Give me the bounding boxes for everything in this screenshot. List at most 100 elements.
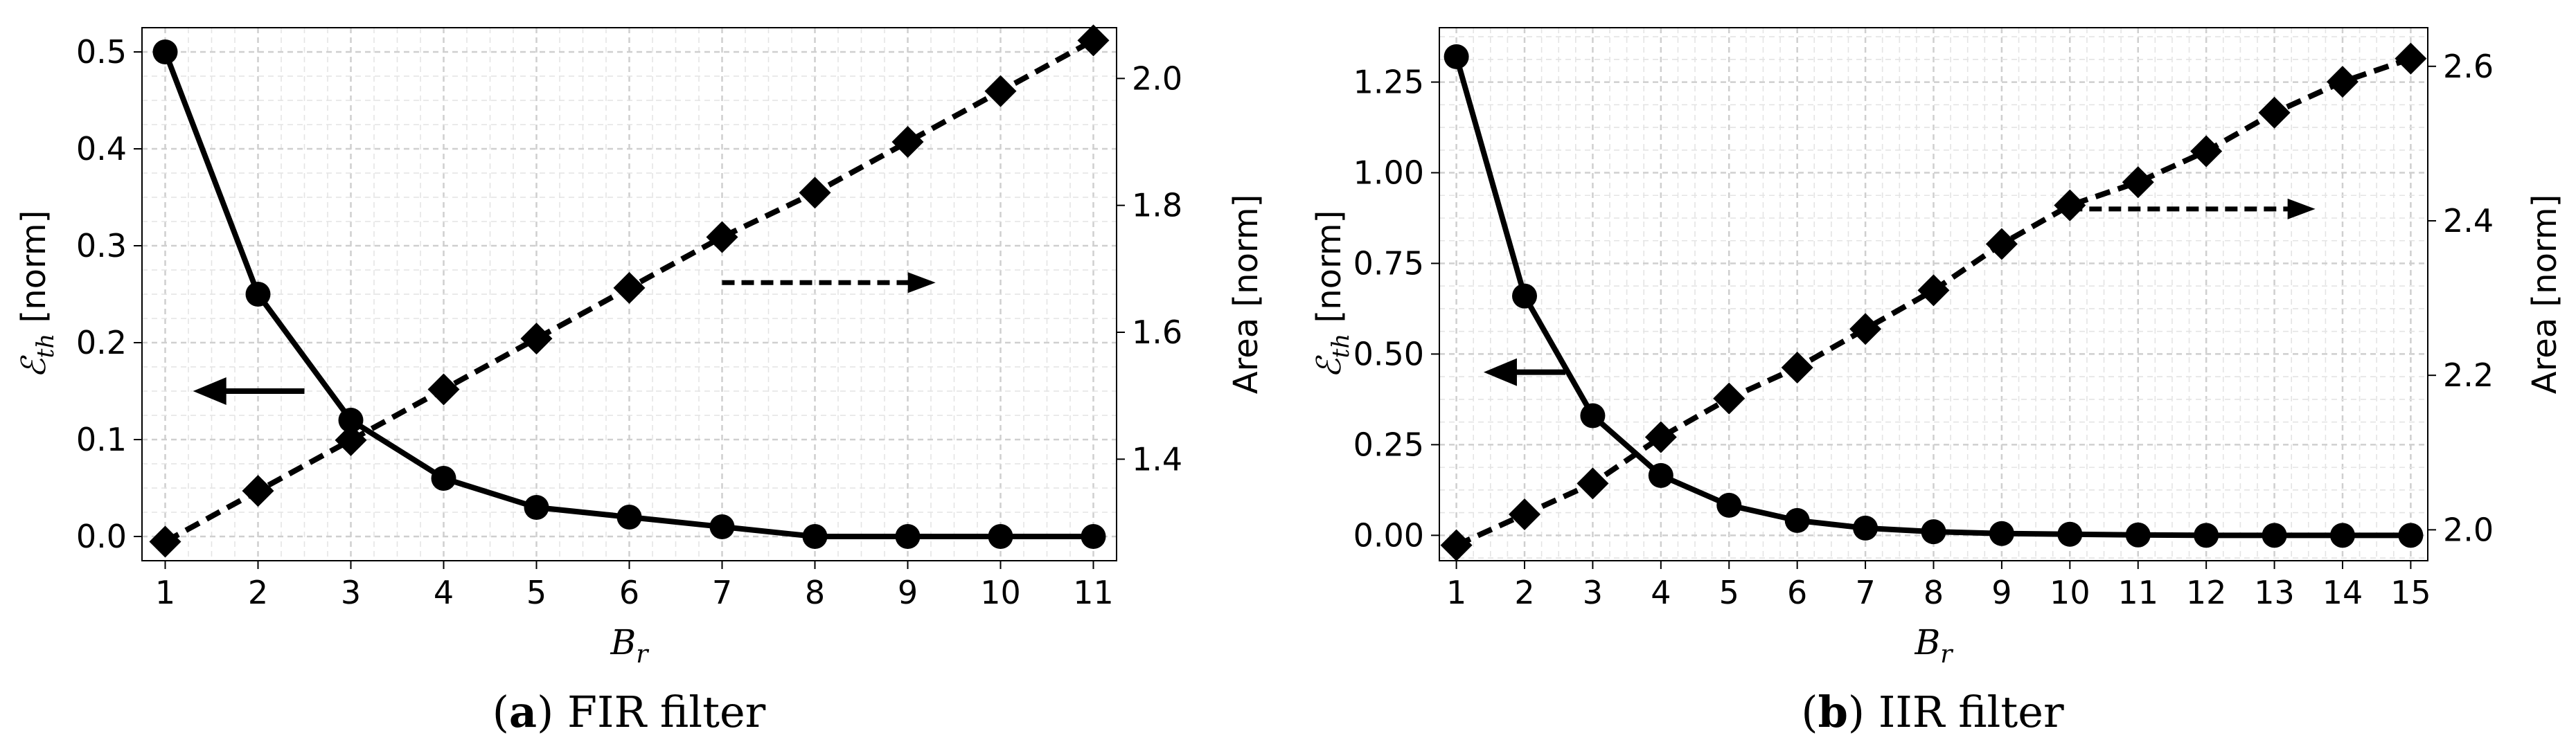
data-point-circle bbox=[152, 39, 178, 64]
x-axis-label: Br bbox=[1915, 622, 1954, 669]
data-point-diamond bbox=[335, 424, 367, 456]
data-point-circle bbox=[1444, 44, 1469, 69]
x-tick-label: 13 bbox=[2254, 574, 2295, 611]
x-tick-label: 2 bbox=[1514, 574, 1534, 611]
data-point-circle bbox=[1512, 283, 1538, 309]
data-point-diamond bbox=[1985, 228, 2018, 260]
y-tick-label: 0.5 bbox=[76, 33, 127, 71]
data-point-circle bbox=[1648, 462, 1673, 488]
figure-caption: (a) FIR filter bbox=[492, 687, 766, 737]
data-point-diamond bbox=[1644, 421, 1677, 453]
data-point-circle bbox=[1989, 521, 2014, 546]
figure-caption: (b) IIR filter bbox=[1801, 687, 2064, 737]
data-point-diamond bbox=[1440, 529, 1473, 561]
data-point-circle bbox=[338, 408, 364, 433]
x-tick-label: 8 bbox=[1924, 574, 1944, 611]
y-tick-label: 0.25 bbox=[1353, 426, 1424, 463]
x-tick-label: 4 bbox=[434, 574, 454, 611]
data-point-diamond bbox=[149, 525, 181, 558]
data-point-diamond bbox=[984, 75, 1017, 107]
x-tick-label: 7 bbox=[712, 574, 732, 611]
data-point-circle bbox=[1081, 524, 1106, 549]
x-tick-label: 7 bbox=[1855, 574, 1875, 611]
arrow-left-head bbox=[1483, 358, 1517, 386]
data-point-diamond bbox=[1781, 352, 1813, 384]
x-tick-label: 12 bbox=[2186, 574, 2227, 611]
data-point-circle bbox=[616, 505, 642, 530]
x-tick-label: 6 bbox=[619, 574, 639, 611]
y-tick-label: 0.0 bbox=[76, 518, 127, 555]
data-point-circle bbox=[709, 514, 735, 539]
y2-tick-label: 1.6 bbox=[1132, 314, 1182, 351]
data-point-circle bbox=[245, 282, 271, 307]
x-tick-label: 5 bbox=[1719, 574, 1739, 611]
data-point-diamond bbox=[1917, 274, 1950, 307]
y2-tick-label: 1.8 bbox=[1132, 187, 1182, 224]
y-tick-label: 0.1 bbox=[76, 421, 127, 458]
x-tick-label: 9 bbox=[1991, 574, 2011, 611]
x-tick-label: 3 bbox=[341, 574, 361, 611]
y-axis-label: ℰth [norm] bbox=[1310, 210, 1355, 379]
data-point-circle bbox=[1784, 507, 1810, 533]
x-tick-label: 8 bbox=[805, 574, 825, 611]
y2-tick-label: 1.4 bbox=[1132, 440, 1182, 478]
x-tick-label: 10 bbox=[2050, 574, 2090, 611]
data-point-circle bbox=[2125, 522, 2151, 548]
arrow-right-head bbox=[907, 272, 936, 294]
x-tick-label: 15 bbox=[2390, 574, 2431, 611]
data-point-diamond bbox=[891, 126, 924, 158]
data-point-circle bbox=[2057, 521, 2083, 547]
x-tick-label: 1 bbox=[1446, 574, 1466, 611]
data-point-circle bbox=[802, 524, 828, 549]
data-point-diamond bbox=[2258, 96, 2291, 129]
data-point-circle bbox=[2329, 523, 2355, 548]
y-tick-label: 0.3 bbox=[76, 227, 127, 264]
data-point-circle bbox=[1853, 515, 1878, 541]
data-point-circle bbox=[895, 524, 921, 549]
y2-tick-label: 2.2 bbox=[2443, 357, 2494, 394]
y-axis-label: ℰth [norm] bbox=[15, 210, 60, 379]
x-tick-label: 9 bbox=[898, 574, 918, 611]
x-tick-label: 2 bbox=[248, 574, 268, 611]
data-point-diamond bbox=[1713, 382, 1746, 415]
data-point-diamond bbox=[2054, 189, 2086, 222]
data-point-diamond bbox=[1077, 24, 1110, 57]
x-tick-label: 11 bbox=[2117, 574, 2158, 611]
data-point-circle bbox=[2398, 523, 2424, 548]
data-point-diamond bbox=[2395, 42, 2427, 75]
arrow-right-head bbox=[2287, 198, 2316, 219]
data-point-circle bbox=[524, 495, 549, 520]
data-point-diamond bbox=[1849, 313, 1882, 345]
data-point-diamond bbox=[1576, 467, 1609, 500]
x-tick-label: 14 bbox=[2322, 574, 2363, 611]
data-point-diamond bbox=[242, 475, 274, 507]
data-point-diamond bbox=[427, 373, 460, 406]
y-tick-label: 0.4 bbox=[76, 130, 127, 168]
y2-tick-label: 2.0 bbox=[1132, 60, 1182, 97]
data-point-diamond bbox=[2122, 166, 2154, 199]
y2-tick-label: 2.4 bbox=[2443, 202, 2494, 240]
data-point-circle bbox=[1716, 492, 1742, 518]
data-point-diamond bbox=[2326, 66, 2359, 98]
x-tick-label: 4 bbox=[1651, 574, 1671, 611]
data-point-circle bbox=[1580, 403, 1606, 428]
x-tick-label: 11 bbox=[1073, 574, 1114, 611]
y2-axis-label: Area [norm] bbox=[1227, 195, 1265, 395]
data-point-diamond bbox=[520, 323, 553, 355]
arrow-left-head bbox=[193, 377, 226, 405]
x-tick-label: 1 bbox=[155, 574, 175, 611]
y2-axis-label: Area [norm] bbox=[2525, 195, 2564, 395]
chart-b: 1 2 3 4 5 6 7 8 9 10 11 12 13 14 150.000.250.500.751.0… bbox=[1310, 27, 2564, 737]
data-point-diamond bbox=[1509, 498, 1541, 531]
data-point-diamond bbox=[613, 271, 646, 304]
data-point-diamond bbox=[2190, 135, 2223, 168]
data-point-diamond bbox=[799, 177, 831, 209]
x-axis-label: Br bbox=[610, 622, 650, 669]
chart-a: 1 2 3 4 5 6 7 8 9 10 11 0.0 0.1 0.2 0.3 0.4 0.5 1.4 1.6 1.8… bbox=[15, 24, 1265, 737]
data-point-circle bbox=[1921, 519, 1946, 545]
x-tick-label: 5 bbox=[526, 574, 547, 611]
data-point-circle bbox=[2194, 523, 2219, 548]
y-tick-label: 1.00 bbox=[1353, 154, 1424, 192]
y-tick-label: 0.75 bbox=[1353, 244, 1424, 282]
